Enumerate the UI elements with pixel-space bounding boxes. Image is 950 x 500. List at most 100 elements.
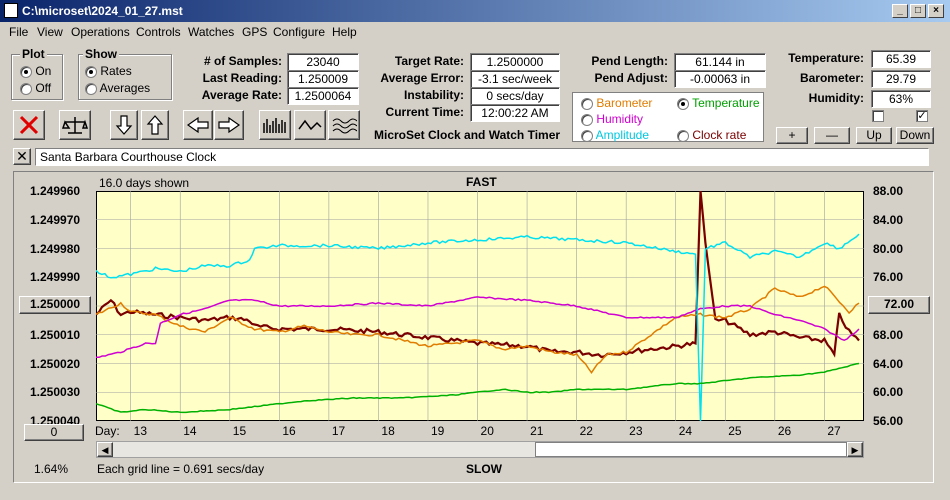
right-axis-center-box[interactable]: 72.00 <box>868 296 930 314</box>
up-button[interactable]: Up <box>856 127 892 144</box>
menu-file[interactable]: File <box>9 25 29 39</box>
x-tick-label: 26 <box>777 424 792 438</box>
average-error-label: Average Error: <box>380 71 464 85</box>
legend-barometer-radio[interactable] <box>581 97 593 110</box>
x-tick-label: 21 <box>530 424 544 438</box>
x-tick-label: 16 <box>282 424 296 438</box>
humidity-label: Humidity: <box>808 91 864 105</box>
series-barometer <box>96 285 860 375</box>
balance-button[interactable] <box>59 110 91 140</box>
menu-gps[interactable]: GPS <box>242 25 268 39</box>
multi-line-view-button[interactable] <box>328 110 360 140</box>
legend-clock-rate-radio[interactable] <box>677 129 689 142</box>
right-tick-label: 88.00 <box>873 184 904 198</box>
menu-bar: File View Operations Controls Watches GP… <box>0 22 950 42</box>
plot-on-radio[interactable] <box>20 65 32 78</box>
target-rate-field: 1.2500000 <box>470 53 560 71</box>
corner-value-box[interactable]: 0 <box>24 424 84 441</box>
arrow-right-button[interactable] <box>214 110 244 140</box>
left-tick-label: 1.250020 <box>30 356 81 371</box>
x-tick-label: 18 <box>381 424 395 438</box>
scroll-left-button[interactable]: ◀ <box>97 442 113 457</box>
show-averages-label: Averages <box>99 81 151 95</box>
series-humidity <box>96 296 860 359</box>
minimize-button[interactable]: _ <box>892 4 908 18</box>
window-title: C:\microset\2024_01_27.mst <box>22 4 183 18</box>
plot-on-option[interactable]: On <box>20 64 51 78</box>
title-bar: C:\microset\2024_01_27.mst _ □ × <box>0 0 950 22</box>
menu-watches[interactable]: Watches <box>188 25 235 39</box>
right-tick-label: 60.00 <box>873 385 904 400</box>
arrow-left-button[interactable] <box>183 110 213 140</box>
legend-humidity[interactable]: Humidity <box>581 112 643 126</box>
legend-barometer[interactable]: Barometer <box>581 96 652 110</box>
checkbox-right[interactable]: ✓ <box>916 110 928 122</box>
x-tick-label: 24 <box>678 424 693 438</box>
x-tick-label: 23 <box>629 424 643 438</box>
show-averages-option[interactable]: Averages <box>85 81 150 95</box>
minus-button[interactable]: — <box>814 127 850 144</box>
arrow-up-button[interactable] <box>141 110 169 140</box>
down-button[interactable]: Down <box>896 127 934 144</box>
clear-watch-button[interactable]: ✕ <box>13 148 31 165</box>
show-rates-option[interactable]: Rates <box>85 64 132 78</box>
x-axis-label: Day: <box>95 424 120 438</box>
watch-name-input[interactable]: Santa Barbara Courthouse Clock <box>35 148 929 166</box>
scroll-thumb[interactable] <box>535 442 847 457</box>
series-amplitude <box>96 233 860 421</box>
x-tick-label: 22 <box>579 424 593 438</box>
show-group-label: Show <box>83 47 119 61</box>
plot-off-option[interactable]: Off <box>20 81 51 95</box>
left-tick-label: 1.250010 <box>30 327 81 342</box>
checkbox-left[interactable] <box>872 110 884 122</box>
pend-length-field: 61.144 in <box>674 53 766 71</box>
clear-button[interactable] <box>13 110 45 140</box>
barometer-label: Barometer: <box>799 71 864 85</box>
average-error-field: -3.1 sec/week <box>470 70 560 88</box>
x-tick-label: 25 <box>728 424 742 438</box>
left-tick-label: 1.249990 <box>30 270 81 285</box>
close-button[interactable]: × <box>928 4 944 18</box>
arrow-up-icon <box>146 115 164 135</box>
samples-field: 23040 <box>287 53 359 71</box>
show-rates-label: Rates <box>100 64 132 78</box>
menu-configure[interactable]: Configure <box>273 25 326 39</box>
scroll-right-button[interactable]: ▶ <box>847 442 863 457</box>
legend-amplitude-radio[interactable] <box>581 129 593 142</box>
x-tick-label: 27 <box>827 424 841 438</box>
maximize-button[interactable]: □ <box>910 4 926 18</box>
waves-icon <box>332 118 357 134</box>
plot-off-radio[interactable] <box>20 82 32 95</box>
legend-amplitude[interactable]: Amplitude <box>581 128 649 142</box>
instability-label: Instability: <box>403 88 464 102</box>
plot-area[interactable] <box>96 191 864 421</box>
bar-view-button[interactable] <box>259 110 291 140</box>
fast-label: FAST <box>466 175 497 189</box>
legend-clock-rate[interactable]: Clock rate <box>677 128 746 142</box>
legend-temperature-radio[interactable] <box>677 97 689 110</box>
right-tick-label: 64.00 <box>873 356 904 371</box>
menu-view[interactable]: View <box>37 25 63 39</box>
left-tick-label: 1.249960 <box>30 184 81 198</box>
show-rates-radio[interactable] <box>85 65 97 78</box>
menu-controls[interactable]: Controls <box>136 25 181 39</box>
arrow-down-button[interactable] <box>110 110 138 140</box>
x-tick-label: 13 <box>133 424 148 438</box>
plus-button[interactable]: + <box>776 127 808 144</box>
x-tick-label: 19 <box>430 424 445 438</box>
line-view-button[interactable] <box>294 110 326 140</box>
left-tick-label: 1.249970 <box>30 212 81 227</box>
horizontal-scrollbar[interactable]: ◀ ▶ <box>96 441 864 458</box>
grid-note: Each grid line = 0.691 secs/day <box>97 462 265 476</box>
arrow-left-icon <box>186 116 209 134</box>
last-reading-label: Last Reading: <box>202 71 282 85</box>
show-averages-radio[interactable] <box>85 82 97 95</box>
legend-temperature[interactable]: Temperature <box>677 96 760 110</box>
menu-operations[interactable]: Operations <box>71 25 130 39</box>
left-axis-center-box[interactable]: 1.250000 <box>19 296 91 314</box>
x-tick-label: 14 <box>183 424 197 438</box>
barometer-field: 29.79 <box>871 70 931 88</box>
legend-humidity-radio[interactable] <box>581 113 593 126</box>
menu-help[interactable]: Help <box>332 25 357 39</box>
right-tick-label: 76.00 <box>873 270 904 285</box>
